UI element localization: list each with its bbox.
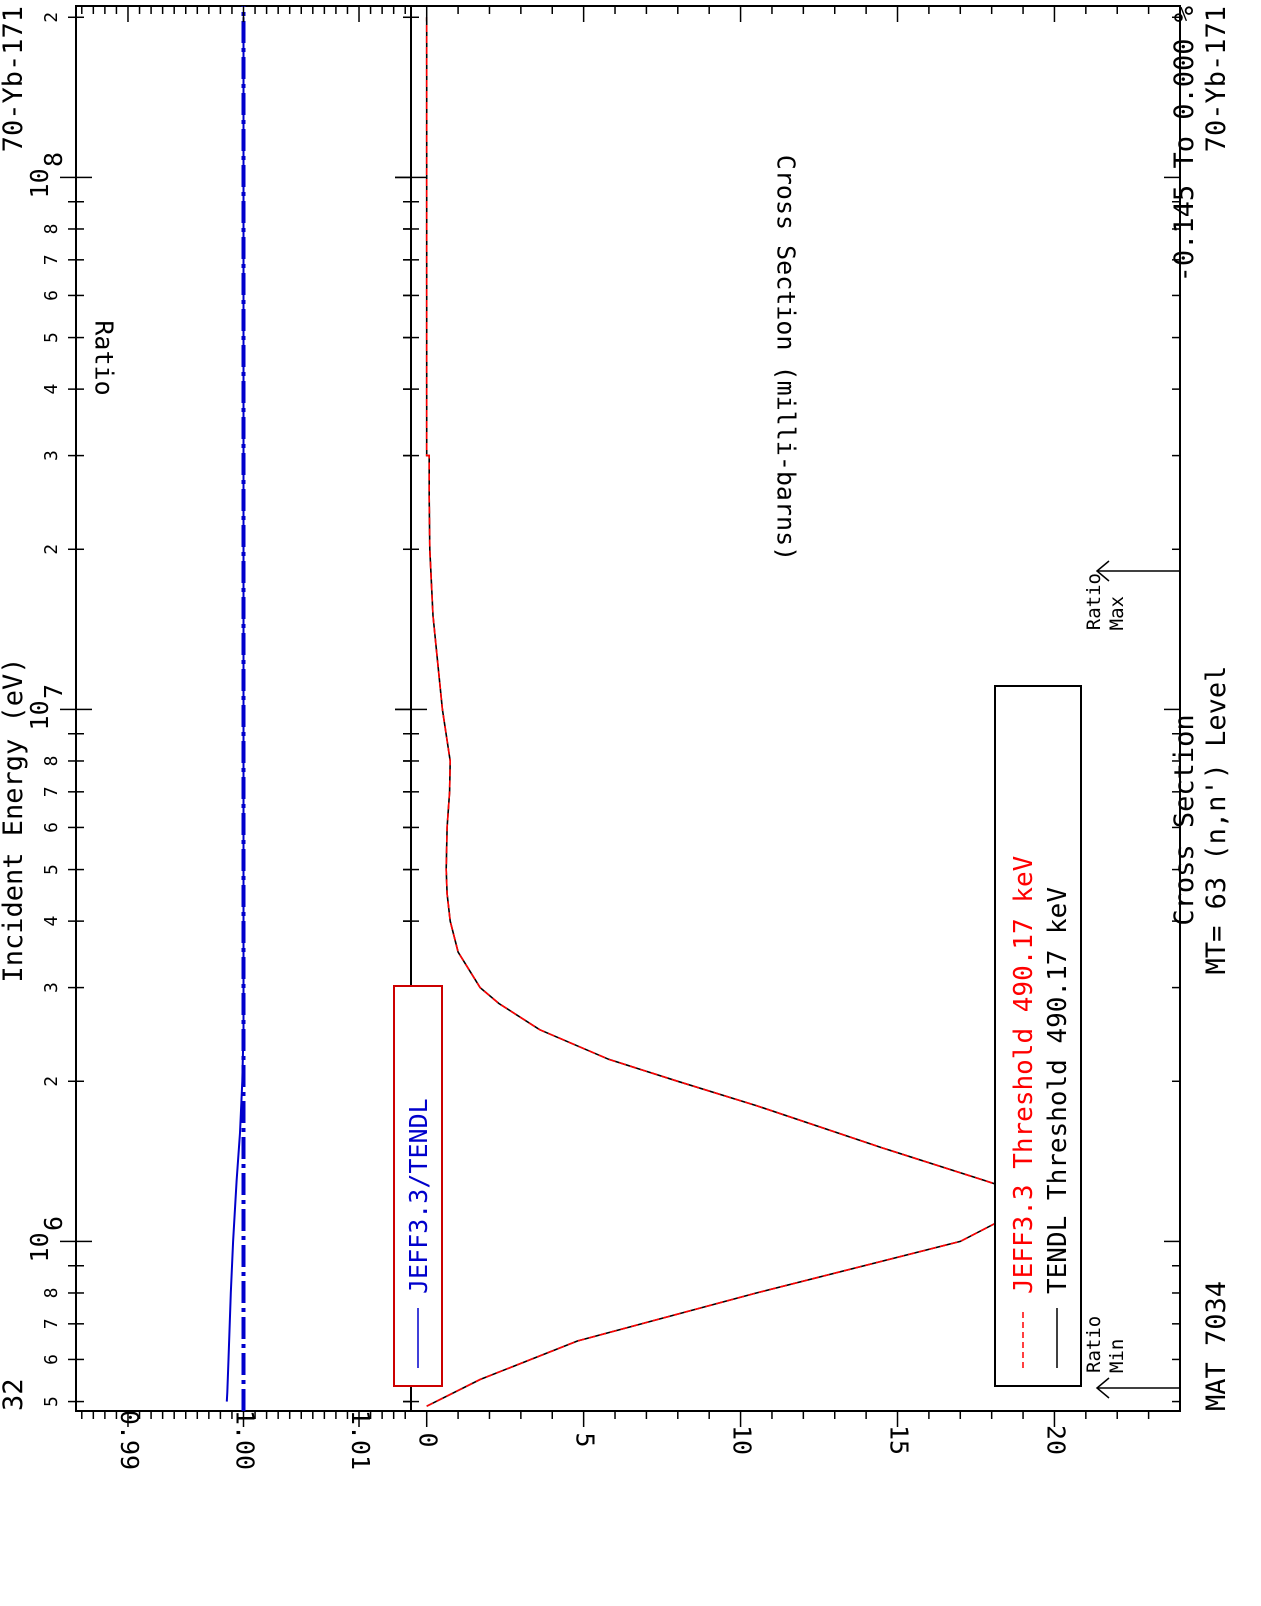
y-tick-label: 5 (571, 1432, 600, 1447)
y-axis: 0 5 10 15 20 0.99 1.00 1.01 (81, 6, 1150, 1470)
x-tick-label: 10 (25, 700, 54, 730)
y-tick-label: 10 (728, 1425, 757, 1455)
main-legend-box (994, 685, 1082, 1387)
x-tick-label: 4 (41, 384, 62, 395)
series-line-ratio (225, 17, 245, 1402)
x-tick-label: 2 (41, 544, 62, 555)
x-tick-label: 6 (41, 290, 62, 301)
x-tick-label: 3 (41, 450, 62, 461)
ratio-legend: JEFF3.3/TENDL (393, 985, 443, 1387)
x-tick-label: 6 (41, 822, 62, 833)
x-tick-label: 10 (25, 168, 54, 198)
x-tick-label: 5 (41, 332, 62, 343)
x-tick-exponent: 6 (39, 1216, 68, 1231)
x-tick-label: 8 (41, 756, 62, 767)
legend-label-tendl: TENDL Threshold 490.17 keV (1043, 887, 1073, 1294)
y-tick-label: 20 (1041, 1425, 1070, 1455)
series-line-jeff (425, 17, 1044, 1407)
x-tick-label: 2 (41, 1076, 62, 1087)
y-tick-label: 15 (885, 1425, 914, 1455)
x-tick-label: 8 (41, 1288, 62, 1299)
x-tick-label: 7 (41, 786, 62, 797)
x-tick-exponent: 7 (39, 684, 68, 699)
x-tick-label: 3 (41, 982, 62, 993)
max-ratio-label: Max (1106, 596, 1128, 630)
y-axis-title-ratio: Ratio (89, 320, 118, 395)
legend-label-jeff: JEFF3.3 Threshold 490.17 keV (1009, 856, 1039, 1294)
page-number: 32 (0, 1378, 29, 1411)
x-tick-label: 5 (41, 1396, 62, 1407)
reaction-title: MT= 63 (n,n') Level (1201, 666, 1232, 975)
x-tick-label: 5 (41, 864, 62, 875)
max-ratio-marker: Max Ratio (1083, 560, 1180, 630)
x-axis-title: Incident Energy (eV) (0, 657, 29, 982)
x-tick-label: 4 (41, 916, 62, 927)
x-tick-label: 2 (41, 12, 62, 23)
min-ratio-label-2: Ratio (1083, 1316, 1105, 1373)
mat-number: MAT 7034 (1201, 1281, 1232, 1411)
ratio-range: -0.145 To 0.000 % (1169, 6, 1200, 282)
isotope-top: 70-Yb-171 (1201, 6, 1232, 152)
legend-label-ratio: JEFF3.3/TENDL (404, 1098, 433, 1294)
x-tick-label: 7 (41, 1318, 62, 1329)
max-ratio-label-2: Ratio (1083, 573, 1105, 630)
quantity-title: Cross Section (1169, 714, 1200, 925)
min-ratio-label: Min (1106, 1339, 1128, 1373)
x-tick-exponent: 8 (39, 152, 68, 167)
y-tick-label-ratio: 1.00 (231, 1410, 260, 1470)
x-tick-label: 10 (25, 1232, 54, 1262)
y-tick-label-ratio: 0.99 (115, 1410, 144, 1470)
min-ratio-marker: Min Ratio (1083, 1316, 1180, 1399)
main-legend: TENDL Threshold 490.17 keV JEFF3.3 Thres… (994, 685, 1082, 1387)
isotope-bottom: 70-Yb-171 (0, 6, 29, 152)
x-tick-label: 8 (41, 224, 62, 235)
x-tick-label: 7 (41, 254, 62, 265)
ratio-panel (75, 5, 412, 1412)
ratio-legend-box (393, 985, 443, 1387)
y-tick-label-ratio: 1.01 (346, 1410, 375, 1470)
y-axis-title-main: Cross Section (milli-barns) (771, 155, 800, 561)
x-tick-label: 6 (41, 1354, 62, 1365)
y-tick-label: 0 (414, 1432, 443, 1447)
series-line-tendl (425, 17, 1044, 1407)
